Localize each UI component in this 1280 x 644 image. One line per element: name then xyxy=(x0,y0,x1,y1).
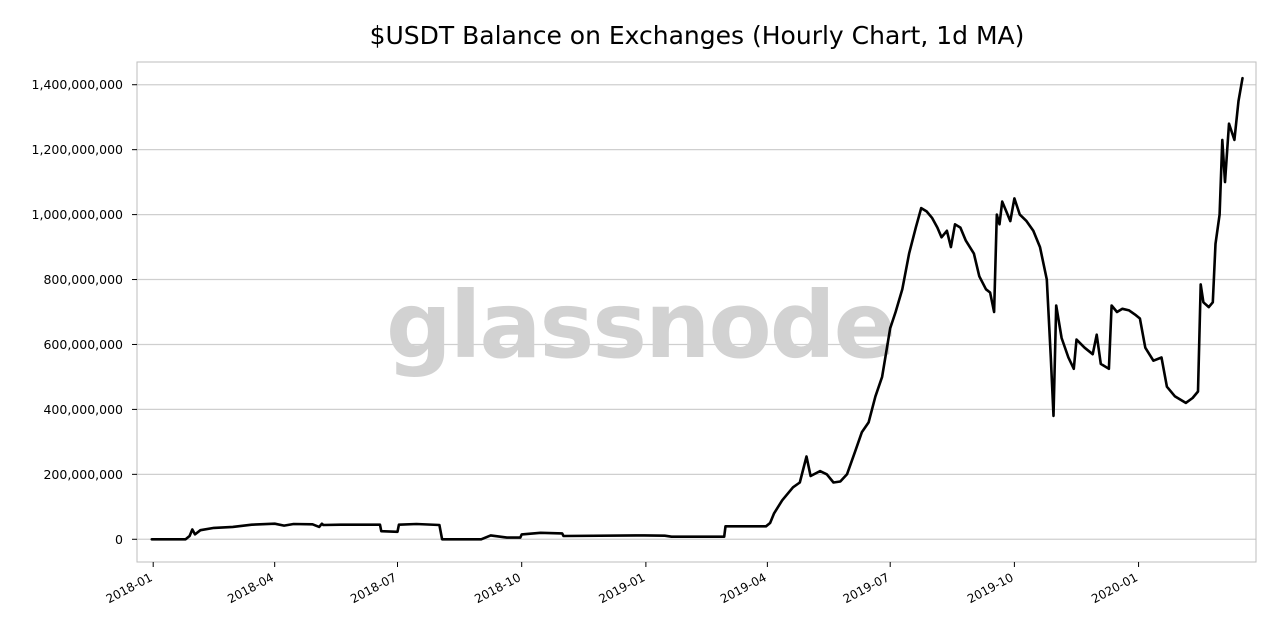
chart-title: $USDT Balance on Exchanges (Hourly Chart… xyxy=(370,21,1025,50)
y-tick-label-0: 0 xyxy=(115,532,123,547)
y-tick-label-3: 600,000,000 xyxy=(43,337,123,352)
y-tick-label-6: 1,200,000,000 xyxy=(32,142,123,157)
watermark-logo: glassnode xyxy=(386,272,894,379)
y-tick-label-4: 800,000,000 xyxy=(43,272,123,287)
series-layer xyxy=(150,76,1244,541)
series-line-0 xyxy=(150,76,1244,541)
y-tick-label-1: 200,000,000 xyxy=(43,467,123,482)
plot-frame xyxy=(136,61,1257,563)
y-tick-label-7: 1,400,000,000 xyxy=(32,77,123,92)
grid-layer xyxy=(137,84,1256,540)
y-tick-label-5: 1,000,000,000 xyxy=(32,207,123,222)
y-axis: 0 200,000,000 400,000,000 600,000,000 800,00… xyxy=(32,77,137,547)
y-tick-label-2: 400,000,000 xyxy=(43,402,123,417)
